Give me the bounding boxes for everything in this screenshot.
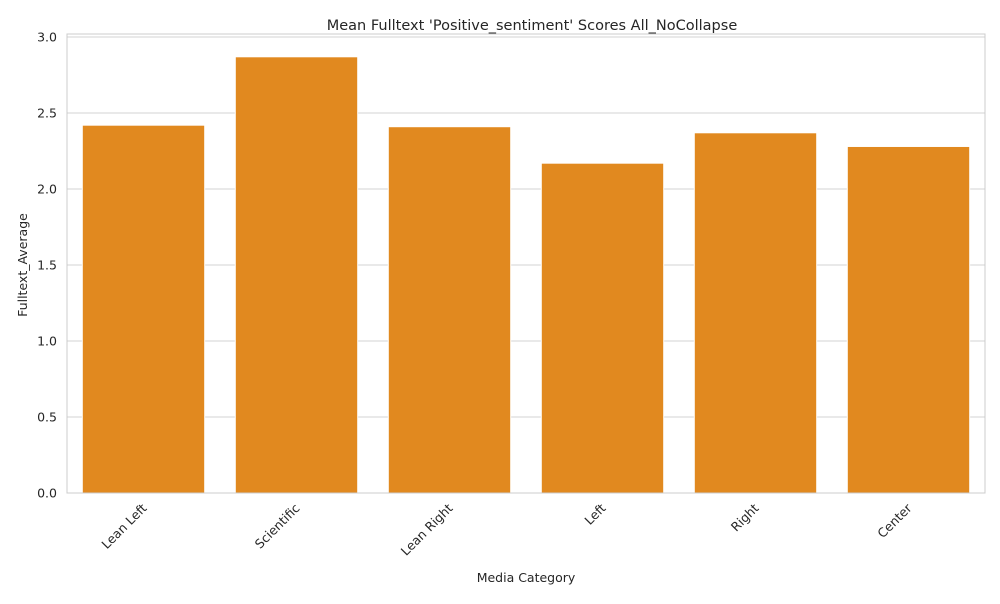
bar-scientific: [234, 56, 359, 494]
y-tick-label: 2.5: [37, 106, 57, 121]
y-axis-label: Fulltext_Average: [15, 213, 30, 317]
bar-center: [846, 145, 971, 494]
x-tick-label: Center: [874, 500, 915, 541]
x-tick-label: Left: [581, 500, 608, 527]
bar-left: [540, 162, 665, 494]
x-tick-labels: Lean Left Scientific Lean Right Left Right Ce…: [98, 500, 915, 559]
x-tick-label: Right: [728, 500, 762, 534]
y-tick-label: 0.0: [37, 486, 57, 501]
y-tick-labels: 0.0 0.5 1.0 1.5 2.0 2.5 3.0: [37, 30, 57, 501]
y-tick-label: 1.0: [37, 334, 57, 349]
x-tick-label: Scientific: [252, 500, 303, 551]
y-tick-label: 3.0: [37, 30, 57, 45]
chart-title: Mean Fulltext 'Positive_sentiment' Score…: [327, 18, 738, 34]
x-tick-label: Lean Right: [398, 500, 456, 558]
plot-frame: [66, 33, 986, 494]
bar-lean-right: [387, 126, 512, 494]
grid: [67, 36, 985, 494]
bar-lean-left: [81, 124, 206, 494]
bars: [81, 56, 971, 494]
y-tick-label: 2.0: [37, 182, 57, 197]
x-tick-label: Lean Left: [98, 500, 149, 551]
y-tick-label: 1.5: [37, 258, 57, 273]
y-tick-label: 0.5: [37, 410, 57, 425]
bar-right: [693, 132, 818, 494]
x-axis-label: Media Category: [477, 570, 576, 585]
